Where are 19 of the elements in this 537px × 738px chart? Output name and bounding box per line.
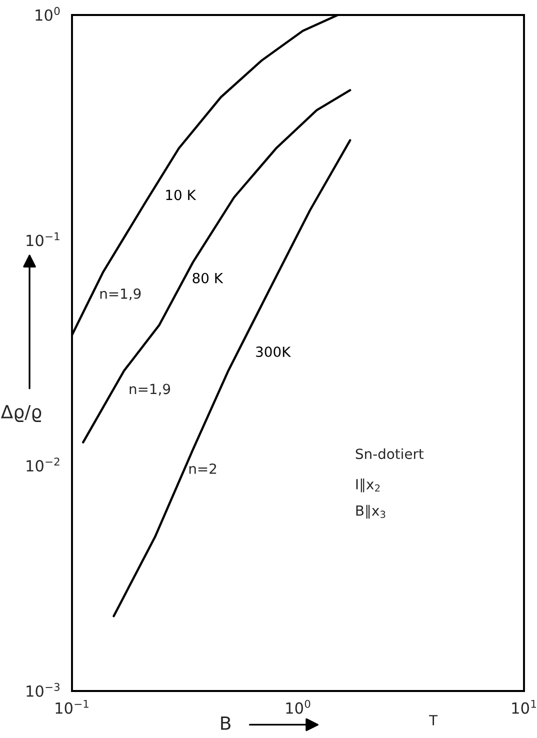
y-tick-label: 10$^{−2}$ [26,458,60,472]
annotation: n=2 [189,463,216,474]
annotation: n=1,9 [100,288,141,300]
annotation: B∥x$_{3}$ [356,504,386,519]
y-tick-label: 10$^{−1}$ [26,232,60,246]
x-tick-label: 10$^{−1}$ [56,700,88,714]
annotation: I∥x$_{2}$ [356,478,380,492]
text: T [429,715,438,726]
series-label: 300K [256,346,291,358]
x-axis-title: B [221,716,230,730]
y-axis-title: Δϱ/ϱ [0,405,42,422]
annotation: n=1,9 [130,384,170,396]
annotation: Sn-dotiert [356,448,424,460]
series-label: 80 K [192,272,224,284]
x-tick-label: 10$^{1}$ [512,700,536,714]
y-tick-label: 10$^{0}$ [36,6,60,21]
y-tick-label: 10$^{−3}$ [26,682,60,697]
x-tick-label: 10$^{0}$ [286,700,310,714]
series-label: 10 K [166,190,196,200]
